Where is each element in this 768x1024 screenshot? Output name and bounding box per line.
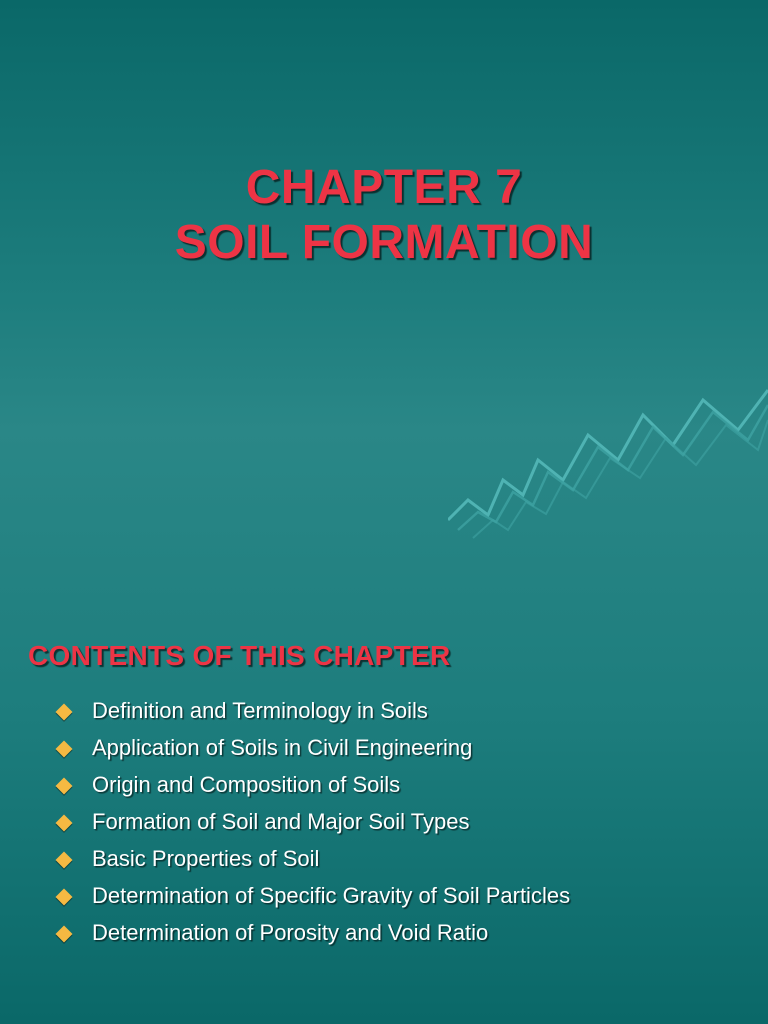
contents-list: Definition and Terminology in Soils Appl… xyxy=(28,700,740,944)
chapter-number: CHAPTER 7 xyxy=(0,160,768,215)
list-item: Basic Properties of Soil xyxy=(58,848,740,870)
list-item: Origin and Composition of Soils xyxy=(58,774,740,796)
contents-heading: CONTENTS OF THIS CHAPTER xyxy=(28,640,740,672)
list-item: Determination of Specific Gravity of Soi… xyxy=(58,885,740,907)
list-item: Determination of Porosity and Void Ratio xyxy=(58,922,740,944)
list-item: Formation of Soil and Major Soil Types xyxy=(58,811,740,833)
slide: CHAPTER 7 SOIL FORMATION CONTENTS OF THI… xyxy=(0,0,768,1024)
title-block: CHAPTER 7 SOIL FORMATION xyxy=(0,160,768,270)
chapter-title: SOIL FORMATION xyxy=(0,215,768,270)
mountain-decoration xyxy=(448,380,768,540)
contents-block: CONTENTS OF THIS CHAPTER Definition and … xyxy=(28,640,740,959)
list-item: Definition and Terminology in Soils xyxy=(58,700,740,722)
list-item: Application of Soils in Civil Engineerin… xyxy=(58,737,740,759)
